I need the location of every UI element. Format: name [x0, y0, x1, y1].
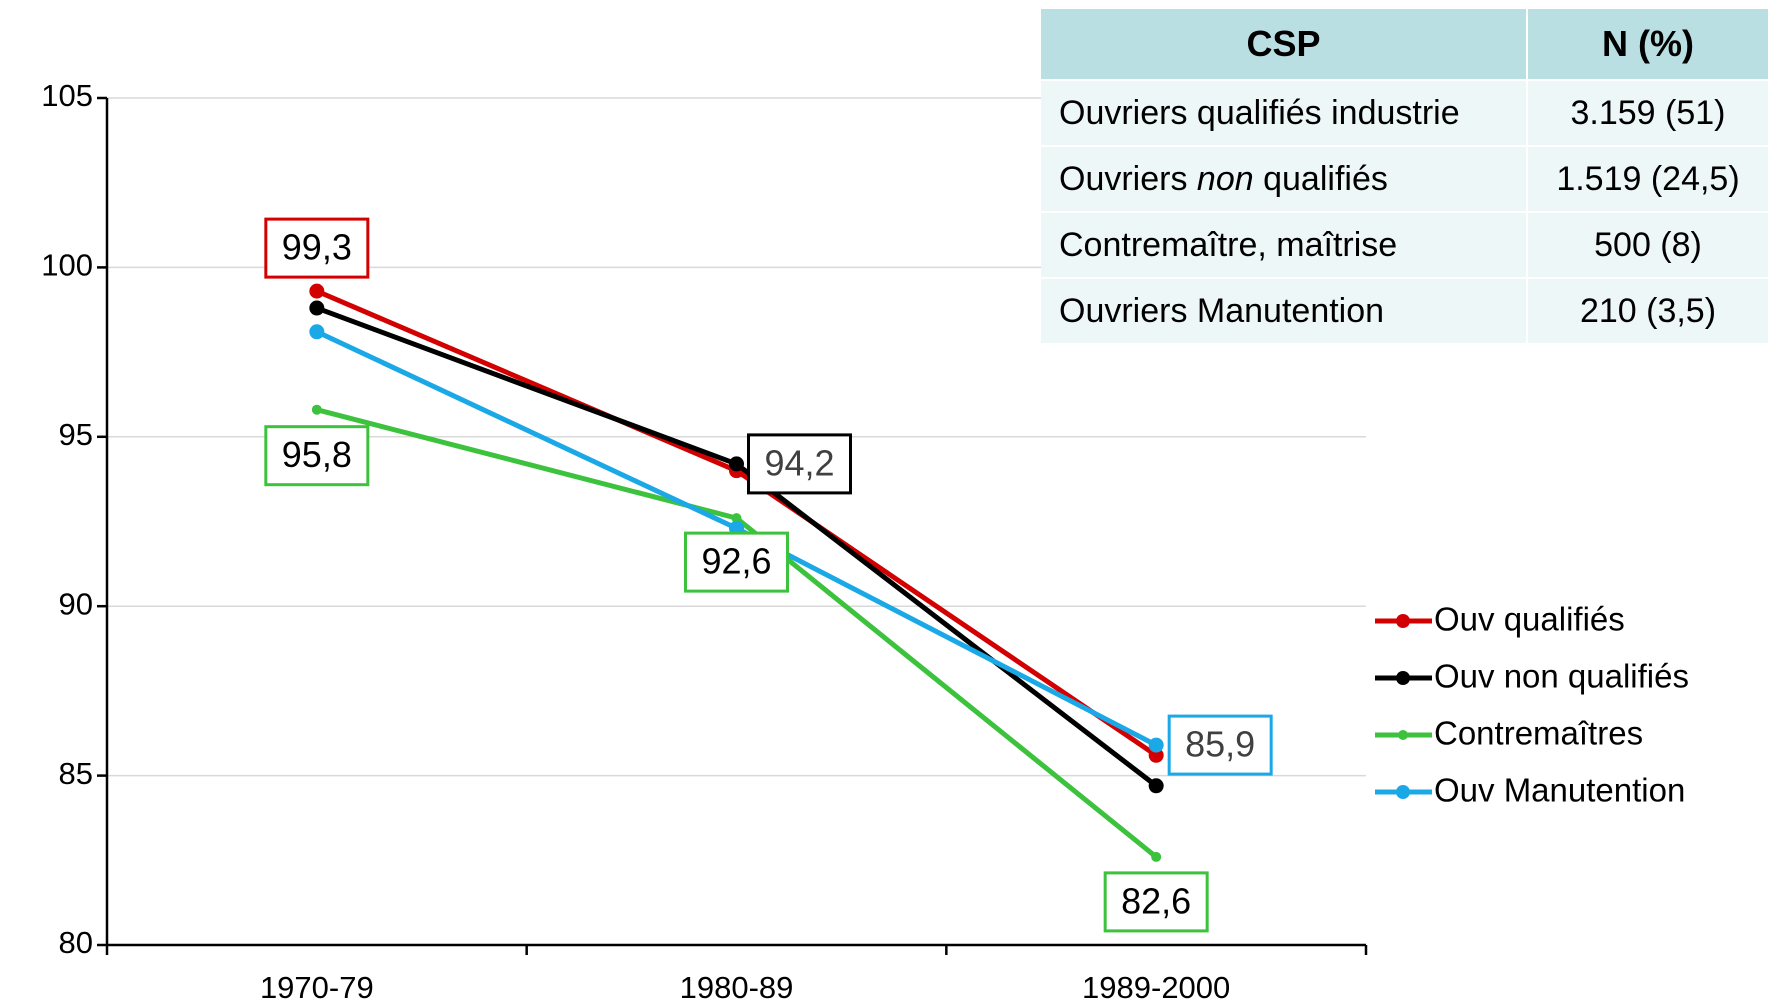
y-tick-label: 95: [59, 417, 93, 452]
legend-marker: [1396, 671, 1410, 685]
cell: 3.159 (51): [1527, 80, 1769, 146]
y-tick-label: 90: [59, 586, 93, 621]
cell-text: non: [1197, 160, 1254, 198]
cell: 210 (3,5): [1527, 278, 1769, 343]
legend-label: Contremaîtres: [1434, 715, 1643, 752]
data-label: 95,8: [282, 434, 352, 475]
data-label: 82,6: [1121, 880, 1191, 921]
x-tick-label: 1980-89: [680, 970, 794, 1005]
y-tick-label: 105: [41, 78, 93, 113]
point: [1149, 738, 1164, 753]
page: 80 85 90 95 100 105 1970-79 1980-89 1989-2000 99,…: [0, 0, 1770, 1006]
data-label: 99,3: [282, 227, 352, 268]
point: [1149, 778, 1164, 793]
header-cell: CSP: [1041, 9, 1527, 80]
legend-marker: [1396, 785, 1410, 799]
cell-text: Ouvriers qualifiés industrie: [1059, 94, 1460, 132]
cell-text: Ouvriers Manutention: [1059, 292, 1384, 330]
data-label: 85,9: [1185, 724, 1255, 765]
point: [309, 301, 324, 316]
data-label: 92,6: [701, 541, 771, 582]
legend-label: Ouv qualifiés: [1434, 601, 1625, 638]
point: [729, 456, 744, 471]
table-row: Ouvriers Manutention 210 (3,5): [1041, 278, 1769, 343]
y-tick-label: 85: [59, 756, 93, 791]
csp-table: CSP N (%) Ouvriers qualifiés industrie 3…: [1041, 9, 1770, 343]
legend-label: Ouv Manutention: [1434, 772, 1685, 809]
point: [309, 284, 324, 299]
x-tick-label: 1970-79: [260, 970, 374, 1005]
point: [1151, 852, 1161, 862]
y-tick-label: 100: [41, 248, 93, 283]
legend-label: Ouv non qualifiés: [1434, 658, 1689, 695]
data-label: 94,2: [764, 442, 834, 483]
table-row: Ouvriers qualifiés industrie 3.159 (51): [1041, 80, 1769, 146]
cell: Contremaître, maîtrise: [1041, 212, 1527, 278]
cell-text: Contremaître, maîtrise: [1059, 226, 1397, 264]
x-tick-label: 1989-2000: [1082, 970, 1230, 1005]
legend-marker: [1396, 614, 1410, 628]
point: [312, 405, 322, 415]
table-row: Contremaître, maîtrise 500 (8): [1041, 212, 1769, 278]
cell-text: Ouvriers: [1059, 160, 1187, 198]
cell-text: qualifiés: [1263, 160, 1388, 198]
cell: Ouvriers non qualifiés: [1041, 146, 1527, 212]
cell: Ouvriers Manutention: [1041, 278, 1527, 343]
cell: 500 (8): [1527, 212, 1769, 278]
table-row: Ouvriers non qualifiés 1.519 (24,5): [1041, 146, 1769, 212]
legend-marker: [1398, 730, 1408, 740]
point: [309, 324, 324, 339]
cell: Ouvriers qualifiés industrie: [1041, 80, 1527, 146]
header-cell: N (%): [1527, 9, 1769, 80]
y-tick-label: 80: [59, 925, 93, 960]
cell: 1.519 (24,5): [1527, 146, 1769, 212]
table-header: CSP N (%): [1041, 9, 1769, 80]
